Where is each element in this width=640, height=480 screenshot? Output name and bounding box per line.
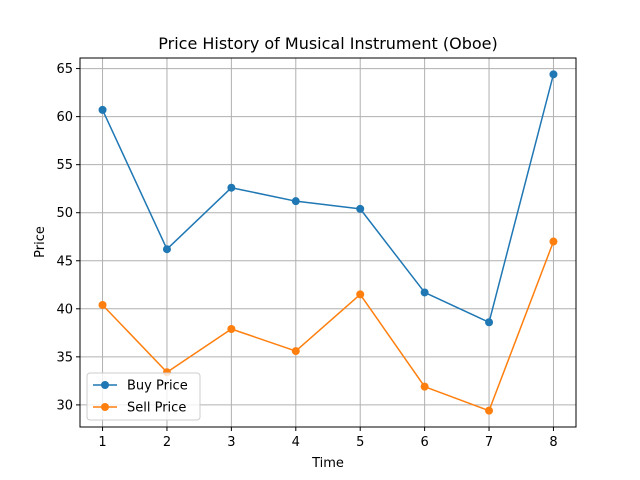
chart-title: Price History of Musical Instrument (Obo… [158,34,497,53]
x-axis-label: Time [311,456,344,471]
sell-price-point [485,406,494,415]
x-tick-label: 7 [485,435,493,450]
legend-label: Buy Price [127,379,188,394]
legend-entry-buy-price: Buy Price [93,379,188,394]
buy-price-line [101,74,555,324]
buy-price-point [162,245,171,254]
buy-price-point [98,105,107,114]
buy-price-point [549,70,558,79]
x-tick-label: 5 [356,435,364,450]
legend: Buy Price Sell Price [86,372,201,421]
legend-marker-swatch [101,403,109,411]
legend-marker-swatch [101,381,109,389]
y-tick-label: 60 [56,110,73,125]
buy-price-series [98,70,558,327]
sell-price-series [98,237,558,415]
axes-frame [79,57,577,428]
buy-price-point [356,204,365,213]
buy-price-point [485,318,494,327]
x-tick-label: 8 [549,435,557,450]
series-layer [98,70,558,415]
sell-price-point [291,347,300,356]
y-tick-label: 45 [56,254,73,269]
legend-entry-sell-price: Sell Price [93,401,186,416]
x-tick-label: 1 [98,435,106,450]
y-tick-label: 30 [56,398,73,413]
y-tick-label: 35 [56,350,73,365]
sell-price-point [227,324,236,333]
buy-price-point [420,288,429,297]
y-axis-label: Price [33,226,48,258]
sell-price-line [102,241,555,412]
legend-label: Sell Price [127,401,186,416]
sell-price-point [420,382,429,391]
plot-background [80,58,576,427]
buy-price-point [291,197,300,206]
sell-price-point [549,237,558,246]
buy-price-point [227,183,236,192]
y-tick-label: 55 [56,158,73,173]
y-tick-label: 65 [56,62,73,77]
sell-price-point [98,300,107,309]
sell-price-point [356,290,365,299]
x-tick-label: 6 [420,435,428,450]
x-tick-label: 3 [227,435,235,450]
y-tick-label: 40 [56,302,73,317]
x-tick-label: 2 [163,435,171,450]
x-tick-label: 4 [292,435,300,450]
y-tick-label: 50 [56,206,73,221]
